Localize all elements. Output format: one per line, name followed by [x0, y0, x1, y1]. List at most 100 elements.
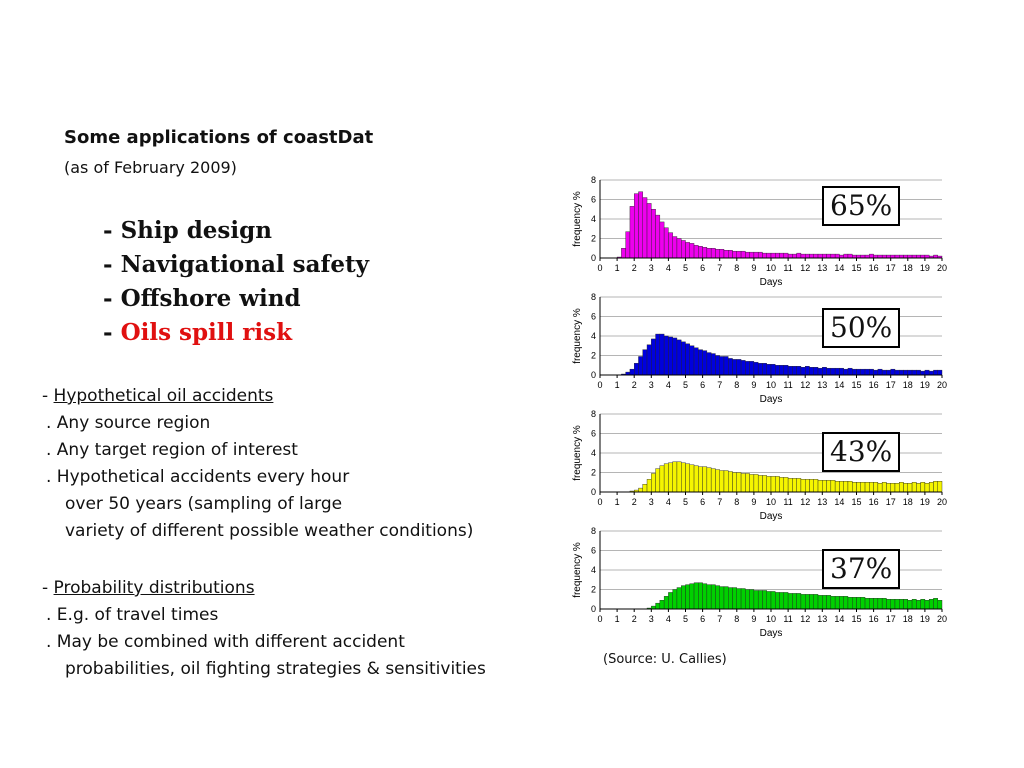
dash: - [103, 217, 121, 244]
histogram-bar [629, 206, 635, 259]
x-tick-label: 12 [800, 614, 810, 624]
histogram-bar [869, 598, 874, 610]
histogram-bar [749, 474, 755, 493]
histogram-bar [886, 599, 891, 610]
histogram-bar [937, 600, 943, 610]
y-tick-label: 6 [591, 429, 596, 439]
histogram-bar [681, 462, 686, 493]
x-axis-label: Days [760, 628, 783, 639]
histogram-bar [839, 481, 844, 493]
histogram-bar [676, 587, 682, 610]
histogram-bar [911, 369, 917, 376]
x-tick-label: 6 [700, 614, 705, 624]
histogram-blue: 0 2 4 6 8 0 1 2 3 4 5 6 7 8 9 10 11 12 13 14 15 16 17 18 19 20 Day… [568, 289, 958, 407]
x-tick-label: 16 [869, 497, 879, 507]
histogram-bar [873, 369, 879, 376]
source-note: (Source: U. Callies) [603, 652, 727, 667]
histogram-bar [834, 253, 840, 259]
application-label: Ship design [120, 217, 272, 244]
x-tick-label: 14 [834, 263, 844, 273]
x-tick-label: 3 [649, 380, 654, 390]
histogram-bar [911, 482, 917, 493]
oil-accidents-section: - Hypothetical oil accidents . Any sourc… [42, 383, 473, 545]
histogram-bar [762, 590, 767, 610]
histogram-bar [698, 246, 703, 259]
histogram-bar [685, 463, 690, 493]
histogram-bar [881, 598, 887, 610]
x-tick-label: 13 [817, 497, 827, 507]
histogram-bar [792, 366, 797, 376]
x-tick-label: 0 [597, 614, 602, 624]
x-tick-label: 18 [903, 497, 913, 507]
x-tick-label: 15 [851, 614, 861, 624]
histogram-bar [663, 596, 669, 610]
histogram-bar [869, 253, 874, 259]
dash: - [103, 285, 121, 312]
histogram-bar [822, 253, 827, 259]
histogram-bar [894, 599, 900, 610]
histogram-bar [856, 597, 861, 610]
dash: - [103, 251, 121, 278]
y-tick-label: 0 [591, 604, 596, 614]
histogram-bar [766, 591, 772, 610]
histogram-bar [796, 478, 802, 493]
x-tick-label: 16 [869, 263, 879, 273]
application-label: Navigational safety [120, 251, 370, 278]
x-tick-label: 1 [615, 614, 620, 624]
histogram-bar [864, 368, 870, 376]
histogram-bar [928, 370, 934, 376]
histogram-bar [826, 595, 832, 610]
histogram-bar [698, 582, 703, 610]
x-axis-label: Days [760, 277, 783, 288]
histogram-bar [668, 232, 673, 259]
histogram-bar [659, 221, 665, 259]
histogram-bar [813, 253, 819, 259]
x-tick-label: 14 [834, 497, 844, 507]
x-tick-label: 12 [800, 497, 810, 507]
x-tick-label: 14 [834, 614, 844, 624]
histogram-bar [817, 253, 823, 259]
x-tick-label: 7 [717, 380, 722, 390]
x-tick-label: 11 [783, 614, 792, 624]
histogram-bar [659, 333, 665, 376]
x-tick-label: 6 [700, 380, 705, 390]
histogram-bar [834, 596, 840, 610]
histogram-bar [899, 599, 904, 610]
histogram-bar [685, 242, 690, 259]
histogram-bar [685, 343, 690, 376]
histogram-bar [852, 368, 857, 376]
histogram-bar [702, 583, 708, 610]
histogram-bar [638, 191, 643, 259]
histogram-bar [796, 366, 802, 376]
histogram-bar [633, 193, 639, 259]
x-tick-label: 1 [615, 380, 620, 390]
histogram-bar [642, 349, 648, 376]
x-tick-label: 5 [683, 497, 688, 507]
x-tick-label: 7 [717, 614, 722, 624]
histogram-bar [766, 476, 772, 493]
histogram-bar [860, 482, 866, 493]
x-tick-label: 10 [766, 263, 776, 273]
section-heading: - Hypothetical oil accidents [42, 386, 274, 406]
histogram-bar [693, 347, 699, 376]
histogram-bar [873, 482, 879, 493]
y-tick-label: 2 [591, 351, 596, 361]
histogram-bar [710, 584, 716, 610]
dash: - [103, 319, 121, 346]
histogram-bar [706, 248, 712, 259]
histogram-bar [924, 483, 930, 493]
histogram-bar [830, 367, 836, 376]
histogram-bar [732, 359, 737, 376]
x-tick-label: 10 [766, 380, 776, 390]
x-axis-label: Days [760, 511, 783, 522]
histogram-bar [822, 595, 827, 610]
histogram-bar [804, 366, 810, 376]
histogram-bar [916, 600, 921, 610]
y-tick-label: 8 [591, 526, 596, 536]
applications-list: - Ship design - Navigational safety - Of… [103, 214, 369, 350]
histogram-bar [663, 227, 669, 259]
x-tick-label: 19 [920, 263, 930, 273]
x-tick-label: 20 [937, 497, 947, 507]
histogram-bar [804, 594, 810, 610]
